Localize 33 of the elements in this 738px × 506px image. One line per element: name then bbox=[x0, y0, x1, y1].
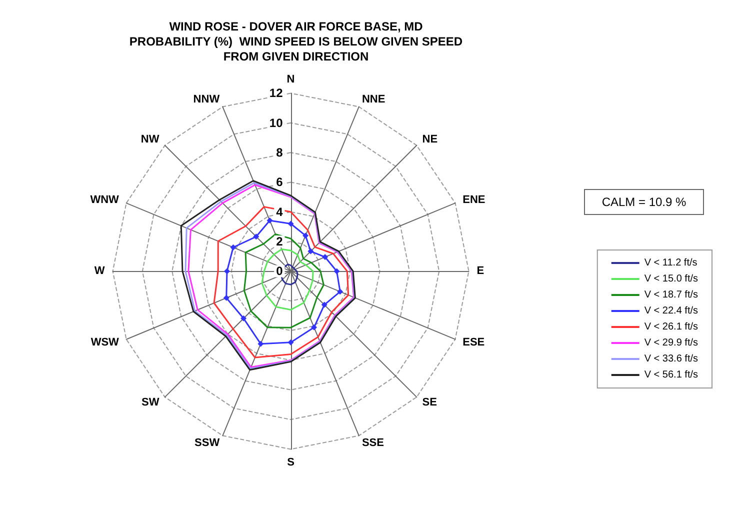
y-tick-label: 10 bbox=[269, 116, 284, 130]
legend-label: V < 56.1 ft/s bbox=[644, 370, 698, 380]
legend-label: V < 11.2 ft/s bbox=[644, 258, 698, 268]
spoke-label: SW bbox=[142, 396, 160, 409]
y-tick-label: 6 bbox=[276, 175, 284, 190]
spoke-label: W bbox=[94, 265, 106, 278]
spoke-label: NNE bbox=[362, 93, 386, 106]
spoke-label: S bbox=[287, 456, 294, 469]
y-tick-label: 0 bbox=[276, 264, 284, 278]
legend-label: V < 15.0 ft/s bbox=[644, 274, 698, 284]
spoke-label: N bbox=[286, 74, 295, 86]
legend-label: V < 18.7 ft/s bbox=[644, 290, 698, 300]
spoke-label: NNW bbox=[193, 93, 220, 106]
chart-title: WIND ROSE - DOVER AIR FORCE BASE, MD PROBABILITY (%) WIND SPEED IS BELOW GIVEN SPEED FROM GIVEN DIRECTION bbox=[129, 20, 463, 64]
y-tick-label: 2 bbox=[276, 234, 284, 249]
legend-label: V < 33.6 ft/s bbox=[644, 354, 698, 364]
spoke-label: WNW bbox=[90, 194, 120, 206]
legend-label: V < 26.1 ft/s bbox=[644, 322, 698, 332]
spoke-label: NE bbox=[422, 134, 438, 146]
text: CALM = 10.9 % bbox=[584, 189, 704, 215]
spoke-label: SSE bbox=[362, 437, 384, 450]
spoke-label: SE bbox=[422, 396, 437, 409]
legend-label: V < 29.9 ft/s bbox=[644, 338, 698, 348]
spoke-label: E bbox=[476, 265, 484, 278]
spoke-label: SSW bbox=[194, 437, 220, 450]
spoke-label: ENE bbox=[462, 194, 486, 206]
spoke-label: NW bbox=[140, 134, 160, 146]
y-tick-label: 8 bbox=[276, 146, 284, 160]
y-tick-label: 4 bbox=[276, 204, 284, 219]
legend-label: V < 22.4 ft/s bbox=[644, 306, 698, 316]
spoke-label: ESE bbox=[462, 336, 485, 348]
y-tick-label: 12 bbox=[269, 86, 284, 100]
spoke-label: WSW bbox=[90, 336, 120, 348]
